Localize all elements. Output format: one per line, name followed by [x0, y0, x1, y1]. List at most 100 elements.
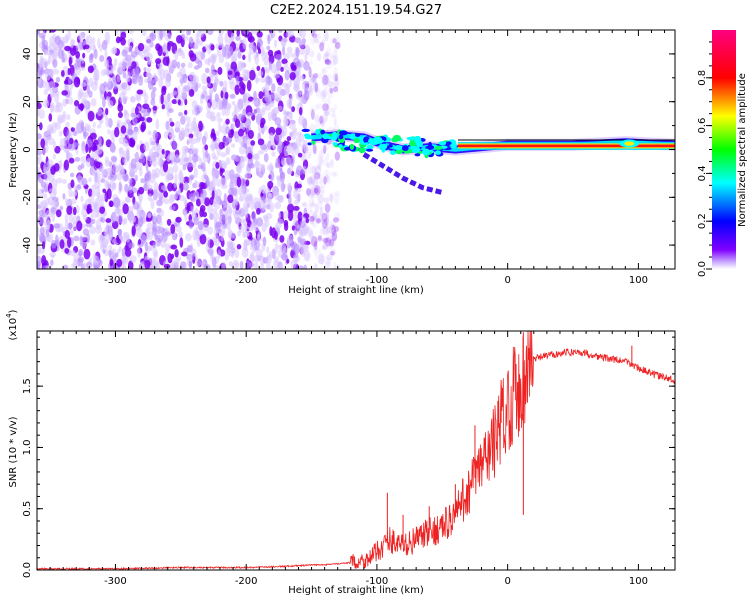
- noise-blob: [92, 121, 96, 129]
- noise-blob: [324, 74, 328, 83]
- noise-blob: [258, 168, 262, 174]
- noise-blob: [198, 120, 203, 132]
- noise-blob: [331, 230, 338, 242]
- noise-blob: [266, 261, 271, 269]
- noise-blob: [131, 61, 137, 69]
- noise-blob: [50, 259, 54, 266]
- noise-blob: [138, 155, 146, 164]
- noise-blob: [143, 141, 150, 152]
- noise-blob: [88, 188, 93, 198]
- noise-blob: [321, 76, 325, 88]
- noise-blob: [109, 258, 114, 267]
- noise-blob: [333, 192, 340, 205]
- noise-blob: [328, 229, 336, 235]
- noise-blob: [220, 225, 226, 237]
- noise-blob: [37, 226, 40, 238]
- noise-blob: [309, 202, 316, 208]
- noise-blob: [44, 213, 48, 221]
- snr-y-multiplier: (x104): [5, 309, 19, 340]
- noise-blob: [324, 30, 329, 42]
- noise-blob: [159, 225, 163, 233]
- noise-blob: [193, 125, 199, 138]
- noise-blob: [130, 96, 137, 103]
- noise-blob: [280, 253, 288, 261]
- noise-blob: [327, 80, 335, 88]
- noise-blob: [305, 244, 309, 253]
- noise-blob: [325, 216, 329, 228]
- noise-blob: [242, 38, 247, 50]
- signal-blob: [311, 140, 316, 145]
- noise-blob: [328, 193, 335, 201]
- noise-blob: [72, 206, 77, 216]
- noise-blob: [71, 263, 77, 269]
- noise-blob: [39, 234, 47, 244]
- noise-blob: [281, 58, 288, 65]
- noise-blob: [76, 60, 82, 68]
- noise-blob: [172, 141, 178, 150]
- noise-blob: [150, 257, 156, 263]
- noise-blob: [67, 77, 72, 85]
- noise-blob: [277, 244, 282, 250]
- noise-blob: [86, 157, 91, 164]
- noise-blob: [264, 51, 269, 58]
- noise-blob: [223, 193, 227, 204]
- noise-blob: [289, 35, 296, 43]
- noise-blob: [225, 148, 230, 155]
- noise-blob: [161, 85, 167, 92]
- noise-blob: [246, 112, 253, 118]
- noise-blob: [295, 67, 301, 72]
- noise-blob: [204, 144, 209, 151]
- noise-blob: [133, 174, 138, 181]
- noise-blob: [332, 49, 338, 59]
- noise-blob: [313, 114, 320, 122]
- noise-blob: [309, 186, 317, 196]
- noise-blob: [133, 152, 139, 158]
- noise-blob: [145, 180, 151, 187]
- noise-blob: [297, 152, 303, 158]
- noise-blob: [262, 201, 267, 209]
- noise-blob: [242, 201, 250, 209]
- noise-blob: [117, 103, 124, 112]
- noise-blob: [332, 86, 339, 93]
- noise-blob: [184, 210, 188, 222]
- noise-blob: [324, 261, 331, 268]
- noise-blob: [271, 151, 276, 157]
- noise-blob: [295, 46, 300, 58]
- noise-blob: [103, 227, 108, 237]
- noise-blob: [241, 218, 245, 224]
- noise-blob: [333, 78, 340, 88]
- noise-blob: [234, 197, 239, 206]
- noise-blob: [315, 87, 322, 98]
- noise-blob: [309, 220, 315, 226]
- noise-blob: [324, 84, 328, 91]
- noise-blob: [306, 177, 313, 184]
- noise-blob: [109, 249, 115, 260]
- noise-blob: [321, 74, 329, 86]
- noise-blob: [235, 75, 240, 82]
- noise-blob: [88, 177, 92, 183]
- noise-blob: [202, 223, 209, 232]
- noise-blob: [226, 137, 233, 143]
- noise-blob: [54, 92, 60, 104]
- noise-blob: [83, 262, 87, 269]
- noise-blob: [88, 226, 96, 235]
- noise-blob: [309, 59, 313, 65]
- noise-blob: [146, 230, 150, 241]
- noise-blob: [174, 154, 180, 161]
- noise-blob: [118, 181, 122, 192]
- noise-blob: [261, 106, 267, 113]
- noise-blob: [190, 137, 197, 145]
- noise-blob: [315, 218, 321, 224]
- noise-blob: [274, 117, 282, 126]
- noise-blob: [122, 203, 129, 215]
- noise-blob: [115, 252, 119, 258]
- noise-blob: [86, 233, 91, 243]
- noise-blob: [102, 238, 109, 248]
- noise-blob: [99, 44, 103, 52]
- noise-blob: [248, 36, 255, 43]
- noise-blob: [309, 163, 313, 175]
- noise-blob: [167, 152, 175, 161]
- noise-blob: [329, 238, 336, 248]
- noise-blob: [293, 84, 300, 93]
